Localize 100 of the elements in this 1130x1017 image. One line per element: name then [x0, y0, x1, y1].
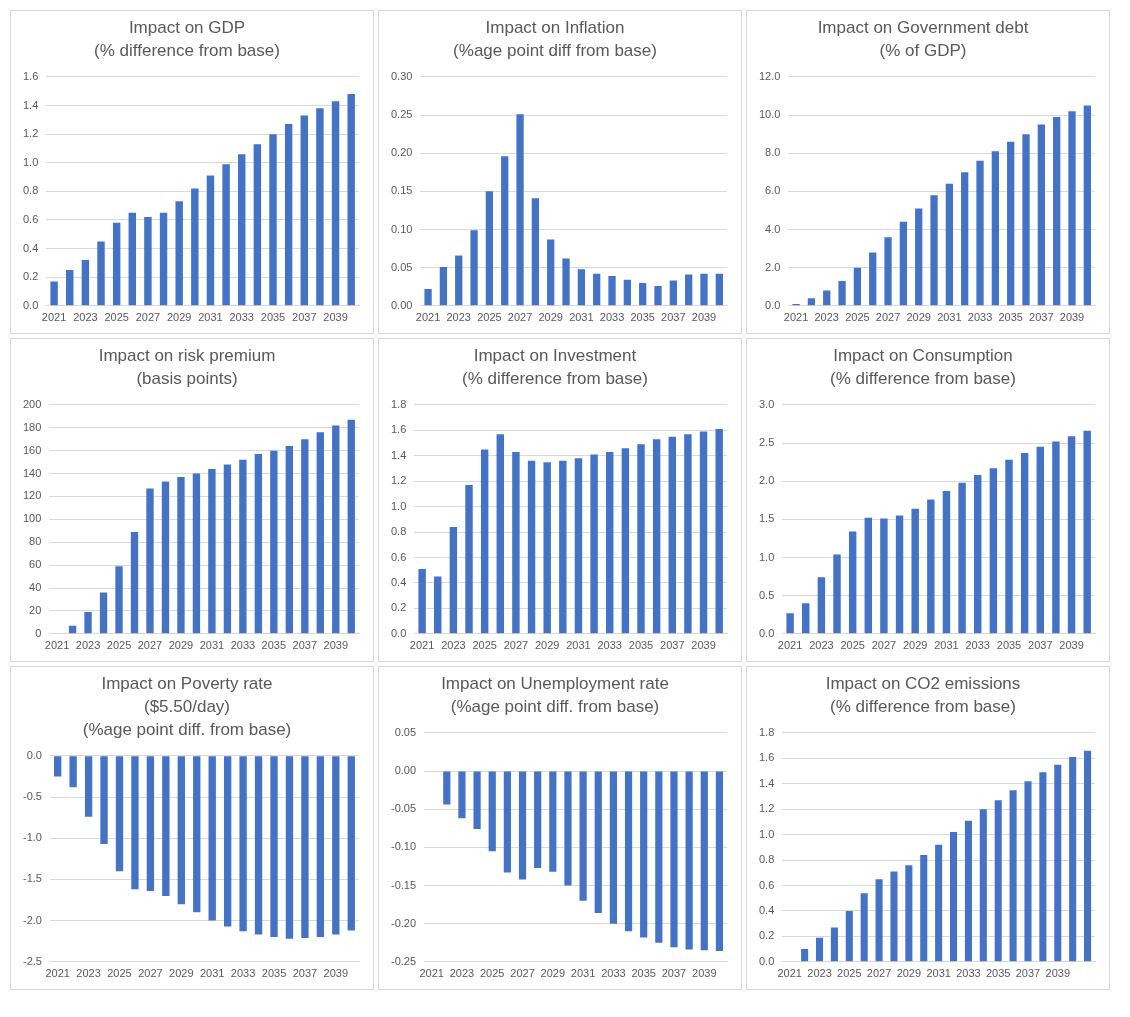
bar — [191, 188, 199, 306]
bar — [316, 432, 324, 634]
bar — [1084, 750, 1092, 962]
x-tick-label: 2039 — [692, 967, 717, 980]
bar — [621, 448, 630, 634]
x-tick-label: 2021 — [409, 639, 435, 652]
bar — [1037, 124, 1045, 306]
x-tick-label: 2023 — [814, 311, 839, 324]
bar — [144, 217, 152, 306]
x-tick-label: 2029 — [538, 311, 563, 324]
y-tick-label: 120 — [22, 489, 42, 502]
bar — [192, 473, 201, 634]
y-tick-label: 0.8 — [390, 525, 407, 538]
bar — [976, 160, 984, 306]
y-tick-label: 4.0 — [765, 222, 781, 235]
x-tick-label: 2039 — [691, 639, 716, 652]
bar — [301, 439, 309, 634]
x-tick-label: 2035 — [261, 967, 287, 980]
x-tick-label: 2025 — [472, 639, 497, 652]
bar — [574, 458, 583, 634]
chart-title: Impact on Consumption (% difference from base) — [830, 346, 1016, 389]
bar — [890, 871, 898, 962]
y-tick-label: 2.0 — [765, 260, 781, 273]
x-tick-label: 2031 — [926, 967, 951, 980]
bar — [715, 429, 723, 634]
bar — [115, 566, 123, 634]
y-tick-label: 20 — [29, 603, 42, 616]
y-tick-label: 80 — [29, 535, 42, 548]
bar — [786, 613, 794, 634]
bar — [964, 820, 972, 962]
x-tick-label: 2039 — [1059, 311, 1085, 324]
bar — [869, 252, 877, 306]
bar — [238, 154, 246, 306]
bar — [99, 592, 108, 634]
y-tick-label: 0.5 — [758, 588, 775, 601]
x-tick-label: 2029 — [168, 639, 194, 652]
bar — [590, 454, 598, 634]
bar — [206, 175, 215, 306]
bar — [501, 156, 509, 306]
bar — [527, 460, 536, 634]
bar — [496, 434, 504, 634]
y-tick-label: 3.0 — [758, 397, 775, 410]
bar — [930, 195, 938, 306]
bar — [815, 937, 824, 962]
y-tick-label: 0.0 — [758, 626, 775, 639]
x-tick-label: 2023 — [449, 967, 475, 980]
bar — [715, 273, 723, 306]
y-tick-label: 0.2 — [22, 270, 39, 283]
bar — [823, 290, 831, 306]
bar — [593, 273, 601, 306]
bar — [543, 462, 551, 634]
bar — [562, 258, 570, 306]
bar — [1036, 446, 1044, 634]
x-tick-label: 2027 — [135, 311, 161, 324]
y-tick-label: 1.4 — [22, 98, 39, 111]
y-tick-label: 0.6 — [758, 878, 775, 891]
bar — [331, 101, 340, 306]
bar — [577, 269, 586, 306]
bar — [418, 568, 426, 634]
x-tick-label: 2023 — [441, 639, 466, 652]
y-tick-label: 0.05 — [394, 725, 417, 738]
x-tick-label: 2029 — [540, 967, 566, 980]
bar — [989, 468, 998, 634]
y-tick-label: -0.05 — [390, 802, 417, 815]
bar — [50, 281, 58, 306]
bar — [905, 865, 913, 962]
bar — [685, 274, 693, 306]
x-tick-label: 2037 — [292, 967, 318, 980]
x-tick-label: 2031 — [199, 967, 225, 980]
bar — [802, 603, 810, 634]
bar — [480, 449, 489, 634]
y-tick-label: -2.0 — [22, 913, 42, 926]
x-tick-label: 2025 — [477, 311, 502, 324]
y-tick-label: 0.15 — [390, 184, 413, 197]
y-tick-label: -0.25 — [390, 954, 417, 967]
bar — [512, 451, 520, 634]
y-tick-label: -1.5 — [22, 872, 42, 885]
bar — [830, 927, 838, 962]
x-tick-label: 2035 — [998, 311, 1023, 324]
bar — [316, 108, 324, 306]
bar — [895, 515, 904, 634]
x-tick-label: 2037 — [1028, 639, 1053, 652]
bar — [880, 518, 888, 634]
bar — [300, 115, 308, 306]
x-tick-label: 2021 — [415, 311, 441, 324]
x-tick-label: 2029 — [166, 311, 192, 324]
y-tick-label: -1.0 — [22, 831, 42, 844]
chart-title: Impact on Poverty rate ($5.50/day) (%age point diff. from base) — [82, 674, 292, 740]
y-tick-label: 0.6 — [22, 212, 39, 225]
y-tick-label: 1.0 — [390, 499, 407, 512]
x-tick-label: 2031 — [937, 311, 962, 324]
bar — [485, 191, 494, 306]
y-tick-label: 1.4 — [390, 448, 407, 461]
x-tick-label: 2031 — [566, 639, 591, 652]
bar — [159, 212, 168, 306]
x-tick-label: 2033 — [965, 639, 990, 652]
y-tick-label: 10.0 — [758, 108, 781, 121]
x-tick-label: 2031 — [570, 967, 596, 980]
x-tick-label: 2039 — [323, 967, 349, 980]
x-tick-label: 2029 — [902, 639, 928, 652]
